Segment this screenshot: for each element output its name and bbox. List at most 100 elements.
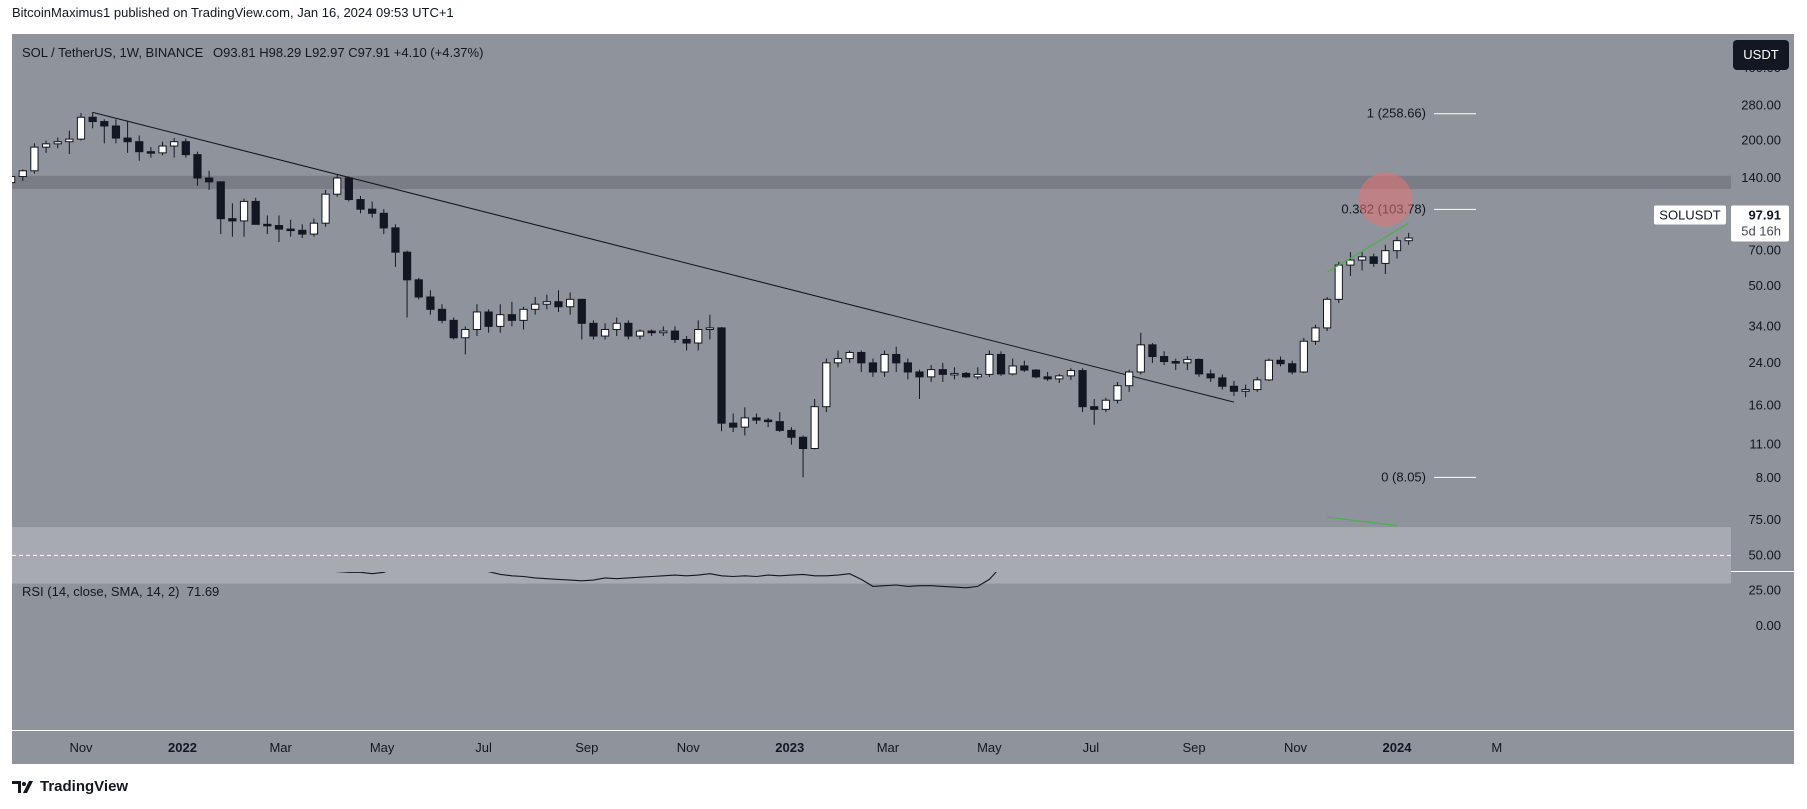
price-tick-label: 24.00 [1748, 355, 1781, 370]
symbol-legend: SOL / TetherUS, 1W, BINANCE O93.81 H98.2… [22, 45, 483, 60]
candle-body [449, 319, 458, 339]
candle-body [1008, 365, 1017, 375]
high-value: 98.29 [268, 45, 302, 60]
close-value: 97.91 [357, 45, 391, 60]
publisher-line: BitcoinMaximus1 published on TradingView… [12, 5, 454, 20]
rsi-pane[interactable] [12, 572, 1731, 730]
candle-body [1090, 406, 1099, 410]
rsi-tick-label: 0.00 [1756, 618, 1781, 633]
candle-body [635, 330, 645, 337]
candle-body [111, 125, 121, 139]
candle-body [41, 143, 51, 148]
candle-body [1241, 389, 1250, 392]
descending-trendline [92, 111, 1235, 403]
time-tick-label: Nov [677, 740, 701, 755]
candle-body [857, 351, 866, 364]
symbol-tag-bg [1654, 205, 1726, 225]
candle-body [286, 228, 295, 232]
candle-body [682, 338, 691, 344]
rsi-divergence-line [1327, 516, 1398, 527]
candle-body [1194, 358, 1204, 375]
candle-body [600, 328, 610, 337]
candle-body [30, 146, 39, 172]
candle-body [1206, 373, 1215, 379]
candle-body [1357, 256, 1367, 261]
tradingview-icon [12, 780, 33, 793]
bar-countdown-label: 5d 16h [1741, 224, 1781, 239]
candle-body [1346, 259, 1355, 266]
time-tick-label: Nov [69, 740, 93, 755]
rsi-title: RSI (14, close, SMA, 14, 2) [22, 584, 180, 599]
current-price-tag-bg [1731, 205, 1789, 242]
candle-body [1183, 358, 1192, 364]
candle-body [542, 301, 551, 305]
high-label: H [259, 45, 269, 60]
candle-body [717, 327, 726, 424]
candle-body [333, 177, 342, 195]
candle-body [461, 328, 470, 339]
open-value: 93.81 [223, 45, 256, 60]
candle-body [402, 251, 412, 281]
candle-body [822, 362, 831, 408]
candle-body [123, 137, 132, 143]
time-tick-label: M [1491, 740, 1502, 755]
close-label: C [348, 45, 358, 60]
candle-body [263, 223, 272, 227]
time-tick-label: 2022 [168, 740, 197, 755]
time-tick-label: Nov [1284, 740, 1308, 755]
candle-body [1311, 327, 1320, 342]
candle-body [1276, 359, 1285, 365]
candle-body [1078, 370, 1087, 408]
candle-body [1136, 344, 1145, 373]
candle-body [1392, 240, 1402, 252]
low-value: 92.97 [312, 45, 345, 60]
time-tick-label: Sep [1182, 740, 1205, 755]
candle-body [193, 154, 202, 179]
candle-body [170, 141, 179, 147]
rsi-group [334, 572, 997, 589]
candle-body [1066, 370, 1076, 377]
candle-body [12, 176, 16, 184]
candle-body [752, 417, 761, 421]
candle-body [309, 222, 319, 235]
candle-body [1101, 399, 1110, 410]
candle-body [1171, 361, 1180, 364]
time-tick-label: May [977, 740, 1002, 755]
candle-body [775, 421, 784, 431]
candle-body [577, 298, 586, 324]
candle-body [1229, 385, 1239, 392]
candle-body [1288, 363, 1297, 373]
candle-body [437, 308, 447, 321]
price-axis[interactable] [1731, 34, 1794, 764]
candle-body [892, 353, 901, 364]
candle-body [985, 353, 994, 375]
candle-body [938, 369, 947, 375]
candle-body [356, 199, 365, 210]
candle-body [833, 358, 843, 364]
rsi-current-value: 71.69 [186, 584, 220, 599]
currency-button[interactable]: USDT [1733, 40, 1789, 70]
candle-body [705, 327, 714, 330]
candles-group [12, 112, 1413, 478]
time-tick-label: 2023 [775, 740, 804, 755]
candle-body [1113, 385, 1122, 401]
rsi-tick-label: 50.00 [1748, 547, 1781, 562]
candle-body [368, 208, 377, 214]
candle-body [1031, 369, 1041, 378]
candle-body [496, 314, 505, 327]
price-tick-label: 50.00 [1748, 278, 1781, 293]
candle-body [1125, 371, 1134, 387]
price-tick-label: 140.00 [1741, 170, 1781, 185]
tradingview-wordmark: TradingView [40, 778, 129, 795]
change-value: +4.10 (+4.37%) [393, 45, 484, 60]
candle-body [53, 141, 62, 145]
price-tick-label: 200.00 [1741, 133, 1781, 148]
time-axis[interactable] [12, 730, 1731, 764]
resistance-zone [12, 175, 1731, 190]
rsi-band [12, 527, 1731, 584]
ohlc-values: O93.81 H98.29 L92.97 C97.91 +4.10 (+4.37… [213, 45, 483, 60]
candle-body [670, 330, 680, 340]
price-pane[interactable] [12, 34, 1731, 571]
rsi-line [334, 572, 997, 589]
